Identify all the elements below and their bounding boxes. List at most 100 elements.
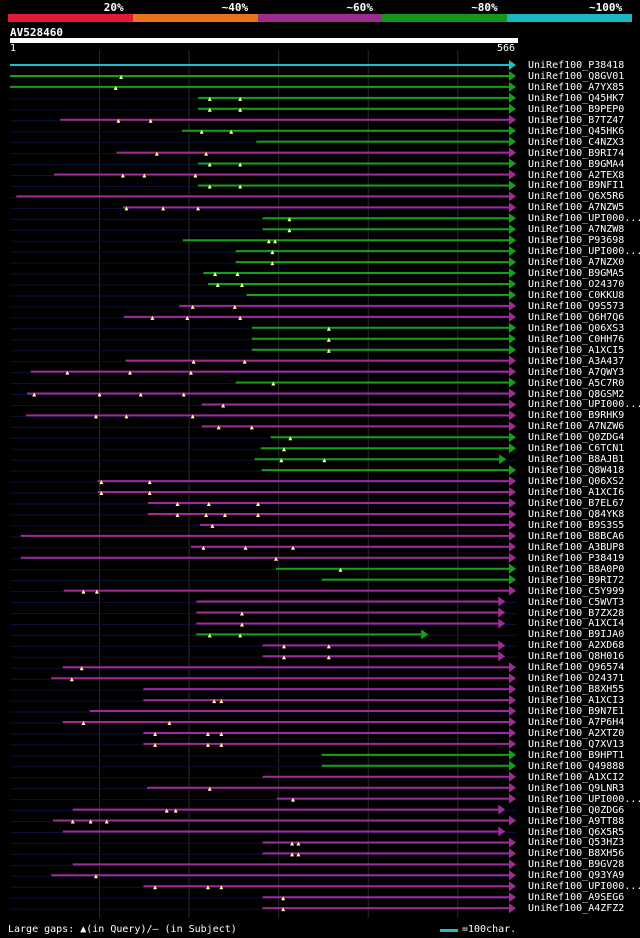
gap-marker: [219, 742, 224, 747]
hit-label[interactable]: UniRef100_Q96574: [528, 662, 625, 674]
hit-label[interactable]: UniRef100_A7NZW8: [528, 224, 625, 236]
hit-label[interactable]: UniRef100_Q0ZDG4: [528, 432, 625, 444]
hit-label[interactable]: UniRef100_Q9S573: [528, 300, 625, 312]
hit-label[interactable]: UniRef100_A9SEG6: [528, 892, 625, 904]
hit-label[interactable]: UniRef100_B8XH56: [528, 848, 625, 860]
hit-label[interactable]: UniRef100_P93698: [528, 235, 625, 247]
hit-label[interactable]: UniRef100_O24370: [528, 279, 625, 290]
hit-label[interactable]: UniRef100_C5Y999: [528, 585, 625, 597]
hit-label[interactable]: UniRef100_A7NZX0: [528, 257, 625, 269]
hit-label[interactable]: UniRef100_Q9LNR3: [528, 782, 625, 794]
hit-arrow: [509, 465, 516, 476]
hit-label[interactable]: UniRef100_B9PEP0: [528, 103, 625, 115]
hit-label[interactable]: UniRef100_B9RHK9: [528, 410, 625, 422]
hit-label[interactable]: UniRef100_A7YX85: [528, 81, 625, 93]
hit-arrow: [509, 355, 516, 366]
hit-label[interactable]: UniRef100_A3BUP8: [528, 541, 625, 553]
hit-label[interactable]: UniRef100_A2TEX8: [528, 169, 625, 181]
gap-marker: [273, 239, 278, 244]
hit-label[interactable]: UniRef100_UPI000...: [528, 881, 640, 893]
gap-marker: [88, 819, 93, 824]
hit-label[interactable]: UniRef100_A1XCI6: [528, 487, 625, 499]
legend-bar-4: [382, 14, 508, 22]
hit-label[interactable]: UniRef100_Q45HK6: [528, 125, 625, 137]
hit-label[interactable]: UniRef100_A1XCI3: [528, 695, 625, 707]
hit-label[interactable]: UniRef100_O24371: [528, 673, 625, 685]
hit-label[interactable]: UniRef100_Q8W418: [528, 465, 625, 477]
hit-arrow: [509, 125, 516, 136]
hit-label[interactable]: UniRef100_B9GMA5: [528, 268, 625, 280]
hit-arrow: [509, 782, 516, 793]
hit-label[interactable]: UniRef100_B7TZ47: [528, 114, 625, 126]
hit-label[interactable]: UniRef100_B8BCA6: [528, 530, 625, 542]
hit-label[interactable]: UniRef100_C5WVT3: [528, 596, 625, 608]
hit-label[interactable]: UniRef100_Q6X5R6: [528, 191, 625, 203]
hit-label[interactable]: UniRef100_B9GMA4: [528, 158, 625, 170]
hit-label[interactable]: UniRef100_B9GV28: [528, 859, 625, 871]
hit-label[interactable]: UniRef100_P38419: [528, 552, 625, 564]
hit-label[interactable]: UniRef100_Q0ZDG6: [528, 804, 625, 816]
hit-label[interactable]: UniRef100_UPI000...: [528, 793, 640, 805]
identity-legend: 20% ~40% ~60% ~80% ~100%: [0, 0, 640, 24]
hit-label[interactable]: UniRef100_A2XTZ0: [528, 727, 625, 739]
hit-label[interactable]: UniRef100_C6TCN1: [528, 443, 625, 455]
hit-arrow: [509, 246, 516, 257]
hit-label[interactable]: UniRef100_A7P6H4: [528, 717, 625, 728]
hit-label[interactable]: UniRef100_Q06XS2: [528, 476, 625, 488]
hit-label[interactable]: UniRef100_Q53HZ3: [528, 837, 625, 849]
hit-label[interactable]: UniRef100_Q49888: [528, 760, 625, 772]
hit-label[interactable]: UniRef100_Q45HK7: [528, 92, 625, 104]
hit-label[interactable]: UniRef100_A7NZW6: [528, 421, 625, 433]
hit-arrow: [509, 70, 516, 81]
gap-marker: [238, 315, 243, 320]
hit-label[interactable]: UniRef100_C0KKU8: [528, 289, 625, 301]
hit-label[interactable]: UniRef100_Q84YK8: [528, 508, 625, 520]
hit-label[interactable]: UniRef100_Q8GSM2: [528, 388, 625, 400]
hit-label[interactable]: UniRef100_P38418: [528, 60, 625, 71]
hit-label[interactable]: UniRef100_UPI000...: [528, 399, 640, 411]
hit-label[interactable]: UniRef100_B9N7E1: [528, 706, 625, 718]
hit-arrow: [509, 476, 516, 487]
gap-marker: [104, 819, 109, 824]
hit-label[interactable]: UniRef100_B8XH55: [528, 684, 625, 696]
hit-label[interactable]: UniRef100_B9HPT1: [528, 749, 625, 761]
hit-label[interactable]: UniRef100_Q8H016: [528, 651, 625, 663]
hit-label[interactable]: UniRef100_B9S3S5: [528, 519, 625, 531]
hit-label[interactable]: UniRef100_A1XCI4: [528, 618, 625, 630]
hit-label[interactable]: UniRef100_B8AJB1: [528, 454, 625, 466]
hit-label[interactable]: UniRef100_B7ZX28: [528, 607, 625, 619]
hit-label[interactable]: UniRef100_B8A0P0: [528, 563, 625, 575]
hit-arrow: [509, 213, 516, 224]
hit-label[interactable]: UniRef100_Q8GV01: [528, 70, 625, 82]
hit-arrow: [509, 760, 516, 771]
hit-label[interactable]: UniRef100_Q93YA9: [528, 870, 625, 882]
gap-marker: [279, 458, 284, 463]
hit-arrow: [509, 673, 516, 684]
hit-label[interactable]: UniRef100_B7EL67: [528, 498, 625, 509]
hit-label[interactable]: UniRef100_C0HH76: [528, 333, 625, 345]
hit-label[interactable]: UniRef100_UPI000...: [528, 246, 640, 258]
hit-label[interactable]: UniRef100_UPI000...: [528, 213, 640, 225]
hit-label[interactable]: UniRef100_A7NZW5: [528, 202, 625, 214]
hit-label[interactable]: UniRef100_Q6H7Q6: [528, 311, 625, 323]
gap-marker: [94, 589, 99, 594]
hit-label[interactable]: UniRef100_C4NZX3: [528, 136, 625, 148]
hit-label[interactable]: UniRef100_B9IJA0: [528, 629, 625, 641]
hit-arrow: [509, 706, 516, 717]
hit-label[interactable]: UniRef100_B9RI74: [528, 147, 625, 159]
hit-label[interactable]: UniRef100_Q6X5R5: [528, 826, 625, 838]
hit-label[interactable]: UniRef100_A3A437: [528, 355, 625, 367]
hit-label[interactable]: UniRef100_A5C7R0: [528, 377, 625, 389]
hit-label[interactable]: UniRef100_A1XCI2: [528, 771, 625, 783]
hit-label[interactable]: UniRef100_B9NFI1: [528, 180, 625, 192]
hit-label[interactable]: UniRef100_A2XD68: [528, 640, 625, 652]
hit-label[interactable]: UniRef100_Q06XS3: [528, 322, 625, 334]
hit-label[interactable]: UniRef100_A1XCI5: [528, 344, 625, 356]
query-start-tick: 1: [10, 43, 17, 54]
hit-label[interactable]: UniRef100_B9RI72: [528, 574, 625, 586]
hit-label[interactable]: UniRef100_A7QWY3: [528, 366, 625, 378]
hit-label[interactable]: UniRef100_A4ZFZ2: [528, 903, 625, 915]
hit-arrow: [509, 727, 516, 738]
hit-label[interactable]: UniRef100_A9TT88: [528, 815, 625, 827]
hit-label[interactable]: UniRef100_Q7XV13: [528, 738, 625, 750]
